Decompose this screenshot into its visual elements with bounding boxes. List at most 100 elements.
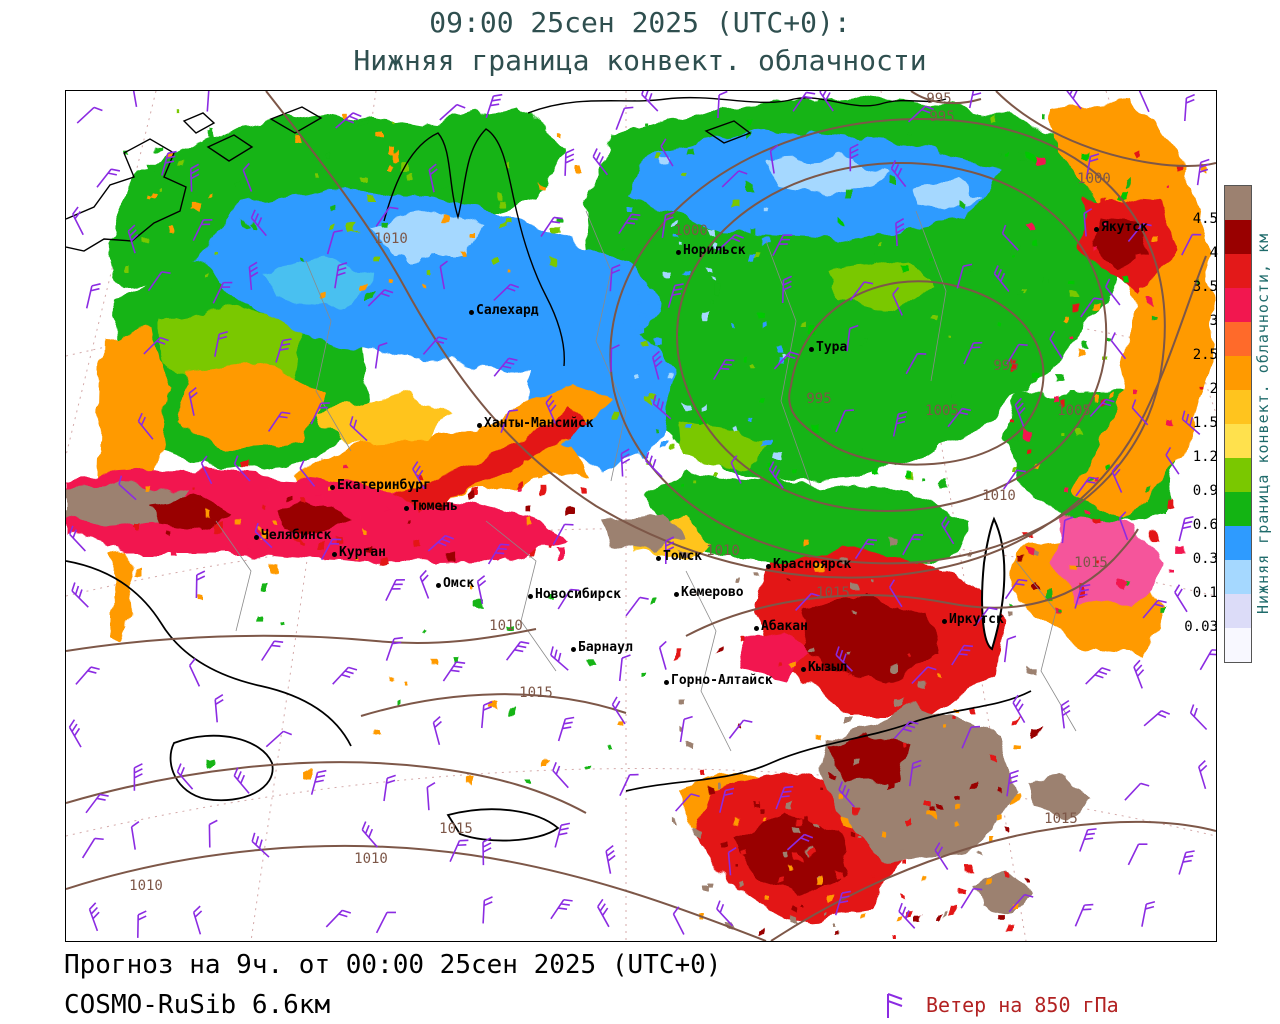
wind-barb <box>208 819 218 848</box>
cloud-speckle <box>515 484 519 488</box>
cloud-speckle <box>1061 316 1068 323</box>
cloud-speckle <box>793 853 801 861</box>
cloud-speckle <box>328 202 335 209</box>
wind-barb <box>81 837 104 859</box>
city-label: Тюмень <box>411 499 458 514</box>
wind-barb <box>432 716 442 746</box>
cloud-speckle <box>126 261 132 267</box>
city-marker <box>477 423 482 428</box>
cloud-speckle <box>898 893 902 898</box>
cloud-speckle <box>707 298 712 303</box>
colorbar-tick: 2 <box>1209 381 1218 397</box>
cloud-speckle <box>899 746 904 750</box>
wind-barb <box>143 336 169 355</box>
cloud-speckle <box>651 430 656 434</box>
wind-barb <box>251 832 270 858</box>
cloud-speckle <box>951 910 959 918</box>
cloud-speckle <box>542 489 549 497</box>
cloud-speckle <box>813 561 822 570</box>
cloud-speckle <box>1057 434 1062 439</box>
cloud-speckle <box>637 372 643 377</box>
wind-barb <box>96 168 121 188</box>
cloud-speckle <box>873 873 878 878</box>
wind-barb <box>1142 599 1167 619</box>
cloud-speckle <box>665 373 671 379</box>
cloud-speckle <box>792 905 799 913</box>
cloud-speckle <box>1152 532 1160 540</box>
cloud-speckle <box>962 305 970 314</box>
cloud-speckle <box>380 451 387 458</box>
cloud-speckle <box>645 241 652 248</box>
cloud-speckle <box>306 771 313 779</box>
cloud-speckle <box>316 493 324 501</box>
cloud-speckle <box>994 151 1000 157</box>
city-label: Кызыл <box>808 660 848 675</box>
wind-barb <box>1127 222 1152 243</box>
city-marker <box>676 250 681 255</box>
wind-barb <box>200 455 213 485</box>
cloud-speckle <box>646 459 651 463</box>
cloud-speckle <box>1077 431 1085 439</box>
wind-barb <box>192 905 203 935</box>
cloud-speckle <box>506 623 514 631</box>
cloud-speckle <box>856 834 860 838</box>
colorbar-segment <box>1225 458 1251 492</box>
cloud-speckle <box>871 840 877 845</box>
cloud-speckle <box>1089 476 1094 481</box>
colorbar-segment <box>1225 356 1251 390</box>
cloud-speckle <box>499 198 507 206</box>
wind-barb <box>127 224 139 254</box>
wind-barb <box>1127 843 1148 866</box>
wind-barb <box>772 234 793 256</box>
wind-barb <box>1001 224 1019 251</box>
wind-barb <box>838 781 855 808</box>
wind-barb <box>610 344 620 372</box>
cloud-speckle <box>927 268 935 276</box>
wind-barb <box>552 523 574 545</box>
cloud-speckle <box>842 810 846 814</box>
cloud-speckle <box>895 915 902 921</box>
cloud-speckle <box>991 115 997 121</box>
cloud-speckle <box>642 122 647 127</box>
cloud-speckle <box>938 480 946 488</box>
wind-barb <box>1198 760 1208 790</box>
cloud-speckle <box>643 446 651 454</box>
wind-barb <box>1066 91 1082 110</box>
cloud-speckle <box>130 565 138 573</box>
wind-barb <box>554 822 571 848</box>
cloud-speckle <box>760 400 766 407</box>
cloud-speckle <box>772 450 781 459</box>
cloud-speckle <box>759 211 765 217</box>
wind-barb <box>618 213 641 235</box>
cloud-speckle <box>765 164 770 169</box>
cloud-speckle <box>390 276 396 282</box>
cloud-speckle <box>734 866 738 870</box>
isobar-label: 1005 <box>1057 403 1091 419</box>
cloud-speckle <box>421 631 425 635</box>
wind-barb <box>265 730 293 748</box>
city-label: Якутск <box>1101 220 1148 235</box>
wind-barb <box>427 534 455 552</box>
city-label: Барнаул <box>578 640 633 655</box>
cloud-speckle <box>808 600 815 607</box>
wind-barb <box>118 475 137 501</box>
cloud-speckle <box>796 819 804 827</box>
wind-barb <box>1118 511 1129 541</box>
cloud-speckle <box>1117 493 1122 498</box>
cloud-speckle <box>964 864 972 872</box>
city-label: Курган <box>339 545 386 560</box>
wind-barb <box>605 845 616 874</box>
wind-barb <box>898 902 916 929</box>
city-marker <box>528 594 533 599</box>
wind-barb <box>1014 397 1026 427</box>
cloud-speckle <box>1081 340 1088 347</box>
wind-barb <box>482 837 492 866</box>
cloud-speckle <box>915 916 922 923</box>
cloud-speckle <box>156 185 160 189</box>
cloud-speckle <box>294 531 301 538</box>
cloud-speckle <box>1200 385 1204 389</box>
wind-barb <box>961 725 981 749</box>
wind-barb <box>675 793 700 812</box>
cloud-speckle <box>242 219 248 225</box>
wind-barb <box>615 106 634 130</box>
